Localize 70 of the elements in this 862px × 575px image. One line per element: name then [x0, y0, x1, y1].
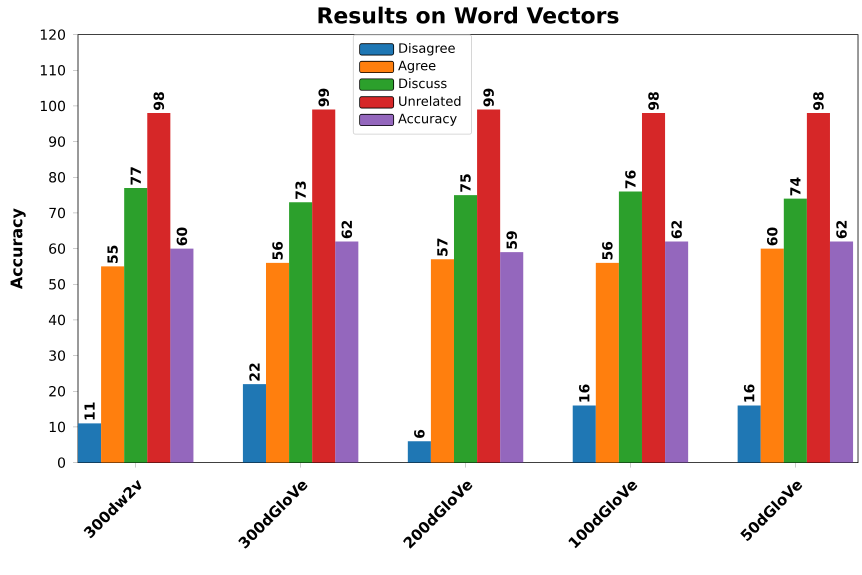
- data-label: 62: [671, 221, 682, 238]
- y-tick-label: 40: [48, 314, 66, 326]
- data-label: 6: [414, 430, 425, 438]
- bar: [500, 252, 524, 463]
- legend-label: Disagree: [399, 43, 455, 56]
- bar: [454, 195, 478, 463]
- bar: [596, 263, 619, 463]
- legend-label: Agree: [398, 60, 436, 74]
- bar: [830, 242, 854, 463]
- data-label: 98: [648, 92, 659, 110]
- data-label: 62: [342, 221, 352, 238]
- bar: [170, 248, 194, 463]
- bar: [312, 110, 336, 463]
- bar: [784, 198, 807, 463]
- data-label: 56: [272, 242, 283, 260]
- bar: [408, 441, 431, 463]
- y-tick-label: 30: [49, 350, 66, 362]
- bar: [242, 384, 266, 463]
- data-label: 99: [318, 88, 329, 107]
- data-label: 75: [460, 174, 471, 192]
- data-label: 16: [744, 384, 754, 402]
- data-label: 11: [84, 402, 95, 420]
- bar: [147, 113, 170, 463]
- y-tick-label: 100: [40, 100, 66, 112]
- data-label: 55: [107, 246, 118, 264]
- y-tick-label: 120: [40, 30, 66, 40]
- y-tick-label: 10: [50, 422, 66, 432]
- data-label: 22: [249, 364, 260, 381]
- data-label: 60: [176, 228, 188, 246]
- bar: [335, 242, 358, 463]
- legend-label: Discuss: [399, 78, 447, 88]
- y-tick-label: 20: [49, 386, 66, 397]
- chart-title: Results on Word Vectors: [318, 6, 618, 24]
- bar: [266, 263, 290, 463]
- y-tick-label: 70: [49, 208, 66, 218]
- bar: [78, 424, 102, 463]
- bar: [477, 110, 500, 463]
- data-label: 77: [130, 167, 141, 185]
- y-axis-title: Accuracy: [10, 208, 26, 290]
- bar: [738, 406, 761, 463]
- bar: [124, 188, 148, 463]
- bar: [101, 266, 124, 463]
- y-tick-label: 90: [49, 136, 66, 148]
- y-tick-label: 50: [49, 279, 66, 290]
- data-label: 98: [154, 92, 164, 110]
- data-label: 16: [578, 384, 590, 402]
- y-tick-label: 110: [40, 65, 66, 76]
- data-label: 59: [506, 231, 517, 249]
- data-label: 99: [483, 88, 494, 107]
- data-label: 98: [813, 92, 824, 110]
- data-label: 62: [836, 221, 847, 238]
- bar: [572, 406, 596, 463]
- data-label: 60: [766, 228, 778, 246]
- legend-label: Unrelated: [399, 96, 460, 106]
- bar: [289, 202, 312, 463]
- bar: [806, 113, 830, 463]
- data-label: 57: [437, 238, 448, 256]
- bar: [665, 242, 688, 463]
- y-tick-label: 0: [58, 458, 66, 468]
- data-label: 73: [295, 182, 306, 200]
- data-label: 76: [625, 170, 636, 188]
- bar: [760, 248, 784, 463]
- bar: [618, 192, 642, 463]
- bar: [430, 259, 454, 463]
- y-tick-label: 60: [49, 244, 66, 254]
- legend-label: Accuracy: [398, 114, 457, 126]
- y-tick-label: 80: [49, 172, 66, 183]
- bar: [642, 113, 666, 463]
- data-label: 56: [602, 242, 613, 260]
- data-label: 74: [790, 178, 800, 196]
